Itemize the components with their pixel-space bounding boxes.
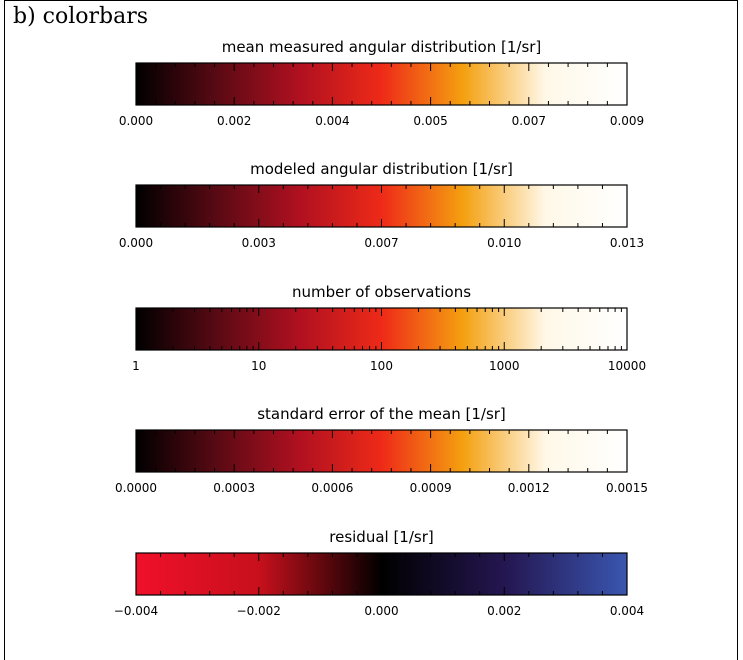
tick-label: 0.002 [217,114,251,128]
tick-label: 0.002 [487,604,521,618]
tick-label: −0.004 [114,604,158,618]
colorbar-gradient [135,429,628,473]
tick-label: 0.007 [364,236,398,250]
colorbar-3: number of observations 1 10 100 1000 10000 [132,283,646,373]
tick-label: 0.004 [315,114,349,128]
colorbar-title: standard error of the mean [1/sr] [257,405,506,423]
colorbar-title: mean measured angular distribution [1/sr… [222,38,542,56]
colorbar-gradient [135,62,628,106]
tick-label: 1000 [489,359,520,373]
tick-label: 0.004 [610,604,644,618]
colorbar-2: modeled angular distribution [1/sr] 0.000… [119,160,644,250]
figure-frame [4,0,738,660]
tick-label: 0.000 [119,236,153,250]
colorbar-5: residual [1/sr] −0.004 −0.002 0.000 0.002 0.0… [114,528,644,618]
tick-label: 0.010 [487,236,521,250]
tick-label: −0.002 [237,604,281,618]
tick-label: 100 [370,359,393,373]
tick-label: 10000 [608,359,646,373]
tick-label: 0.007 [512,114,546,128]
colorbar-4: standard error of the mean [1/sr] 0.0000 0… [115,405,648,495]
panel-label: b) colorbars [13,4,149,29]
colorbar-title: modeled angular distribution [1/sr] [250,160,513,178]
tick-label: 10 [251,359,266,373]
tick-label: 0.0006 [311,481,353,495]
colorbar-title: number of observations [292,283,471,301]
tick-label: 0.000 [364,604,398,618]
tick-label: 0.0009 [410,481,452,495]
tick-label: 0.013 [610,236,644,250]
colorbar-title: residual [1/sr] [329,528,434,546]
tick-label: 0.0015 [606,481,648,495]
tick-label: 0.0012 [508,481,550,495]
colorbar-1: mean measured angular distribution [1/sr… [119,38,644,128]
tick-label: 1 [132,359,140,373]
tick-label: 0.0003 [213,481,255,495]
tick-label: 0.009 [610,114,644,128]
tick-label: 0.003 [242,236,276,250]
tick-label: 0.0000 [115,481,157,495]
tick-label: 0.000 [119,114,153,128]
tick-label: 0.005 [413,114,447,128]
